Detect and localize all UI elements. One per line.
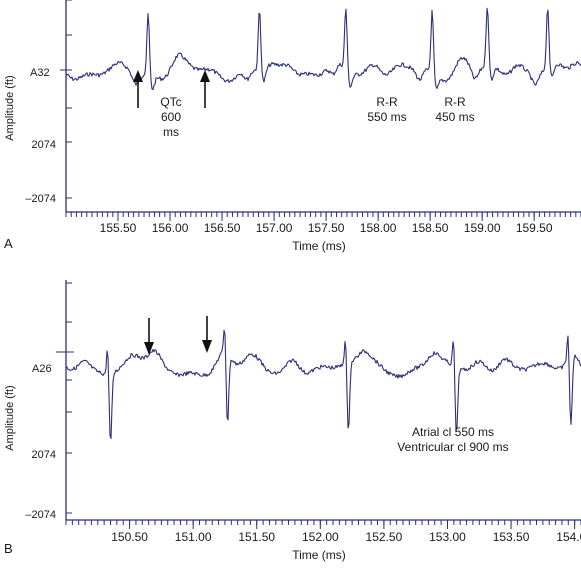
x-tick-label: 153.50 bbox=[493, 530, 530, 544]
panel-a-arrow-2 bbox=[200, 70, 210, 108]
panel-a-rr1-value: 550 ms bbox=[367, 110, 406, 124]
panel-a-rr1-label: R-R bbox=[376, 95, 398, 109]
panel-b-letter: B bbox=[4, 541, 13, 556]
panel-b-y-tick-label-2: –2074 bbox=[25, 509, 56, 521]
panel-b-y-axis-label: Amplitude (ft) bbox=[4, 385, 16, 450]
panel-a-ecg-trace bbox=[65, 7, 581, 91]
x-tick-label: 154.00 bbox=[556, 530, 581, 544]
x-tick-label: 151.50 bbox=[238, 530, 275, 544]
panel-b-x-ticks: 150.50 151.00 151.50 152.00 152.50 153.00 153.… bbox=[65, 520, 581, 544]
panel-a-y-tick-label-2: –2074 bbox=[25, 193, 56, 205]
panel-a-x-ticks: 155.50 156.00 156.50 157.00 157.50 158.00 158.… bbox=[65, 212, 581, 235]
x-tick-label: 152.00 bbox=[302, 530, 339, 544]
x-tick-label: 151.00 bbox=[175, 530, 212, 544]
x-tick-label: 150.50 bbox=[111, 530, 148, 544]
panel-a-letter: A bbox=[4, 236, 13, 251]
x-tick-label: 158.50 bbox=[412, 221, 449, 235]
x-tick-label: 156.00 bbox=[152, 221, 189, 235]
panel-b: B 150.50 151.00 151.50 152.00 152.50 153.00 15… bbox=[4, 280, 581, 562]
panel-a-y-axis-label: Amplitude (ft) bbox=[4, 75, 16, 140]
panel-b-y-ticks bbox=[66, 282, 72, 514]
x-tick-label: 157.50 bbox=[308, 221, 345, 235]
panel-a: A 155.50 156.00 156.50 157.00 157.50 158.00 15… bbox=[4, 0, 581, 253]
x-tick-label: 157.00 bbox=[256, 221, 293, 235]
panel-b-atrial-cl: Atrial cl 550 ms bbox=[412, 425, 494, 439]
panel-a-qtc-label: QTc bbox=[160, 95, 181, 109]
panel-a-rr2-value: 450 ms bbox=[435, 110, 474, 124]
x-tick-label: 155.50 bbox=[100, 221, 137, 235]
x-tick-label: 159.50 bbox=[516, 221, 553, 235]
panel-a-qtc-value: 600 bbox=[161, 110, 181, 124]
x-tick-label: 159.00 bbox=[464, 221, 501, 235]
panel-b-x-axis-label: Time (ms) bbox=[292, 548, 346, 562]
panel-a-y-tick-label-1: 2074 bbox=[32, 139, 56, 151]
x-tick-label: 153.00 bbox=[429, 530, 466, 544]
panel-b-arrow-2 bbox=[202, 316, 212, 353]
x-tick-label: 156.50 bbox=[204, 221, 241, 235]
panel-a-arrow-1 bbox=[133, 70, 143, 108]
panel-a-rr2-label: R-R bbox=[444, 95, 466, 109]
x-tick-label: 158.00 bbox=[360, 221, 397, 235]
panel-b-arrow-1 bbox=[144, 318, 154, 355]
panel-a-qtc-unit: ms bbox=[163, 125, 179, 139]
x-tick-label: 152.50 bbox=[366, 530, 403, 544]
panel-a-x-axis-label: Time (ms) bbox=[292, 239, 346, 253]
panel-a-channel-label: A32 bbox=[30, 67, 50, 79]
panel-a-y-ticks bbox=[66, 0, 72, 199]
panel-b-y-tick-label-1: 2074 bbox=[32, 449, 56, 461]
panel-b-ecg-trace bbox=[65, 329, 581, 440]
panel-b-channel-label: A26 bbox=[32, 363, 52, 375]
panel-b-ventricular-cl: Ventricular cl 900 ms bbox=[397, 440, 508, 454]
